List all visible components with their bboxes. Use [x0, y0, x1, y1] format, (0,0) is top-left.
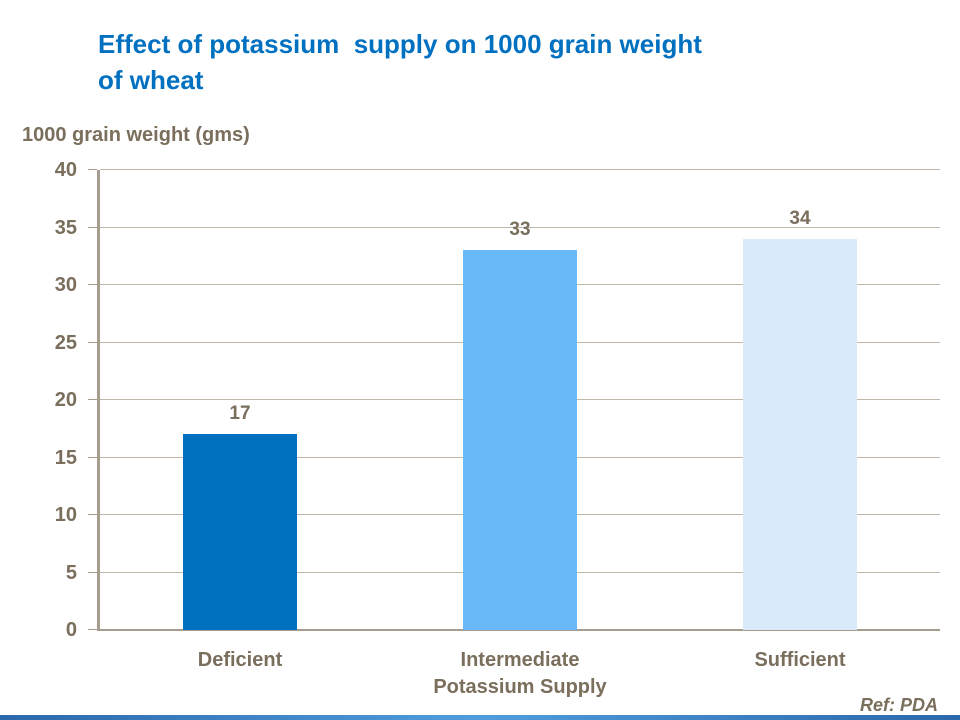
y-axis-tick — [88, 226, 97, 228]
y-tick-label: 10 — [54, 504, 77, 526]
bar-value-label: 17 — [229, 403, 251, 424]
bar-intermediate — [463, 250, 577, 630]
x-category-label-sufficient: Sufficient — [754, 649, 846, 671]
y-axis-tick — [88, 514, 97, 515]
y-tick-label: 5 — [65, 561, 77, 584]
plot-area: 0 5 10 15 20 25 30 35 40 17 Deficient 33 Intermediat… — [55, 159, 940, 671]
y-tick-label: 0 — [65, 619, 77, 641]
bar-sufficient — [743, 239, 857, 630]
y-tick-label: 20 — [54, 389, 77, 411]
bar-deficient — [183, 434, 297, 630]
y-axis-tick — [88, 456, 97, 458]
chart-title-line2: of wheat — [98, 65, 204, 95]
y-axis-tick — [88, 629, 97, 630]
bar-value-label: 34 — [789, 208, 811, 229]
y-axis-tick — [88, 284, 97, 285]
chart-title-line1: Effect of potassium supply on 1000 grain… — [98, 29, 702, 59]
reference-label: Ref: PDA — [859, 695, 938, 715]
x-axis-title: Potassium Supply — [433, 676, 607, 698]
y-axis-title: 1000 grain weight (gms) — [22, 124, 250, 146]
bar-value-label: 33 — [509, 219, 531, 240]
y-tick-label: 30 — [54, 274, 77, 296]
y-tick-label: 35 — [54, 216, 77, 239]
x-category-label-intermediate: Intermediate — [460, 649, 580, 671]
y-tick-label: 25 — [54, 331, 77, 354]
x-axis-line — [97, 629, 940, 631]
gridline — [100, 169, 940, 170]
x-category-label-deficient: Deficient — [197, 649, 283, 671]
y-axis-tick — [88, 169, 97, 170]
chart-title: Effect of potassium supply on 1000 grain… — [98, 26, 878, 98]
y-axis-tick — [88, 341, 97, 343]
y-axis-tick — [88, 571, 97, 573]
y-tick-label: 15 — [54, 446, 77, 469]
gridline — [100, 226, 940, 228]
y-tick-label: 40 — [54, 159, 77, 181]
footer-accent-bar — [0, 715, 960, 720]
y-axis-tick — [88, 399, 97, 400]
y-axis-line — [97, 170, 100, 631]
